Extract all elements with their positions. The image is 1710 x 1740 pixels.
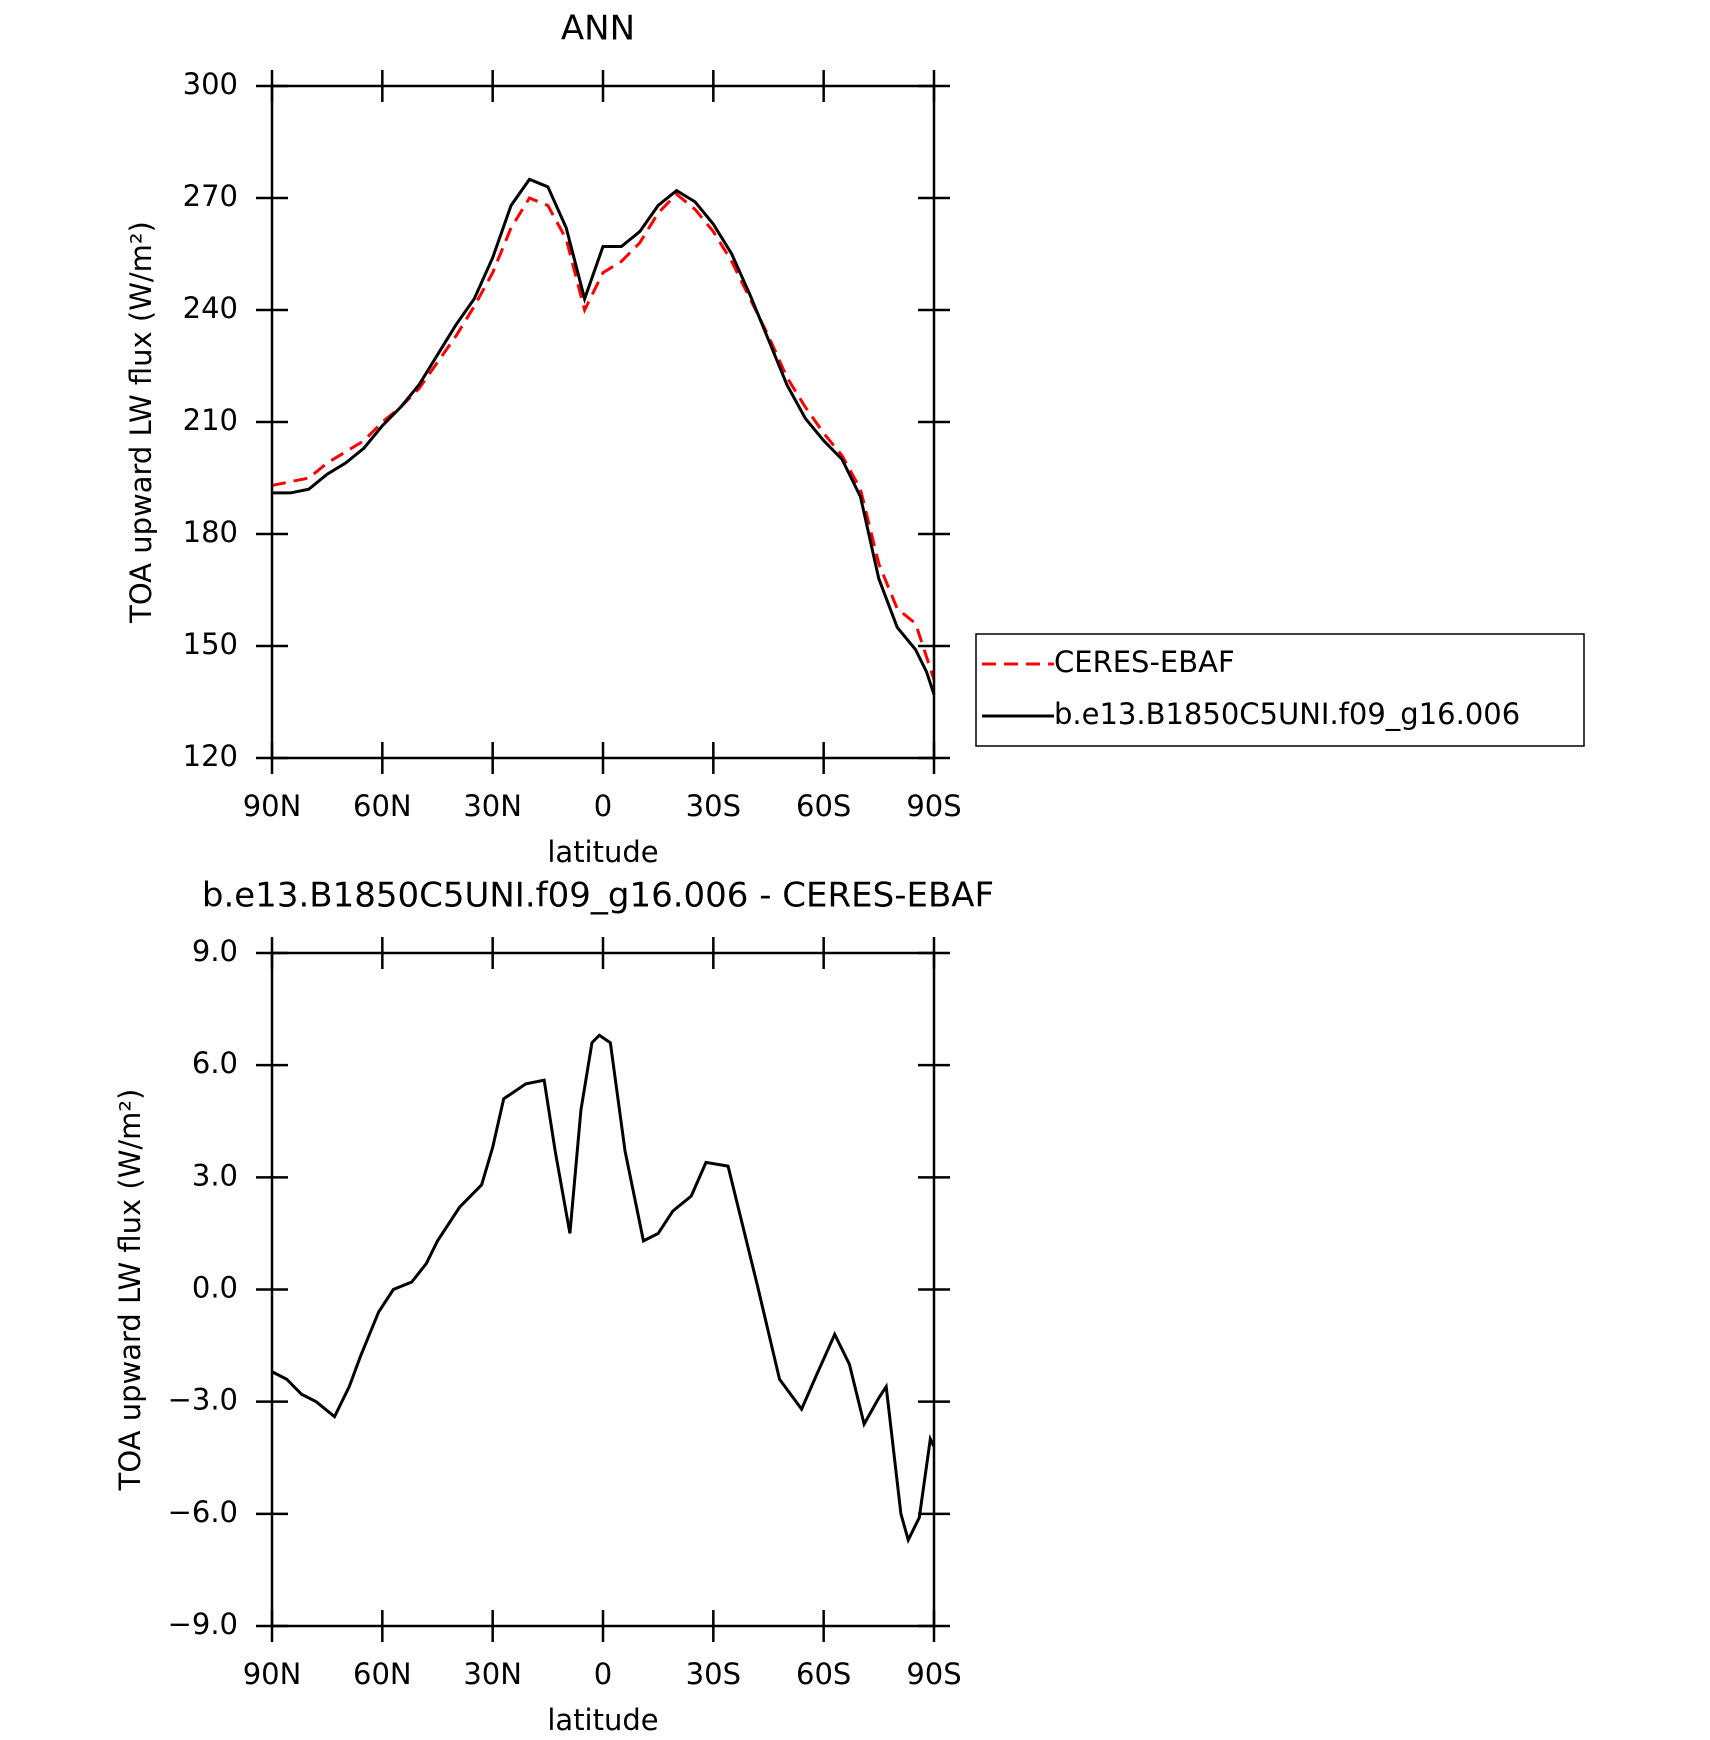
data-line [272, 177, 936, 696]
y-tick-label: 0.0 [192, 1271, 238, 1305]
x-tick-label: 90S [906, 1657, 961, 1691]
y-tick-label: 240 [183, 291, 238, 325]
x-tick-label: 90N [243, 789, 302, 823]
y-axis-label: TOA upward LW flux (W/m²) [124, 221, 158, 624]
x-tick-label: 30N [463, 789, 522, 823]
chart-title: ANN [561, 9, 635, 49]
y-tick-label: 180 [183, 515, 238, 549]
x-tick-label: 90S [906, 789, 961, 823]
x-tick-label: 60N [353, 789, 412, 823]
y-tick-label: 150 [183, 627, 238, 661]
x-tick-label: 60S [796, 1657, 851, 1691]
y-tick-label: 6.0 [192, 1046, 238, 1080]
y-tick-label: 120 [183, 739, 238, 773]
chart-title: b.e13.B1850C5UNI.f09_g16.006 - CERES-EBA… [202, 876, 994, 916]
x-tick-label: 30N [463, 1657, 522, 1691]
data-line [271, 192, 936, 681]
y-axis-label: TOA upward LW flux (W/m²) [113, 1089, 147, 1492]
y-tick-label: −9.0 [168, 1607, 238, 1641]
plot-frame [270, 951, 936, 1628]
x-axis-label: latitude [547, 1703, 658, 1737]
y-tick-label: 300 [183, 67, 238, 101]
y-tick-label: 270 [183, 179, 238, 213]
y-tick-label: −6.0 [168, 1495, 238, 1529]
x-tick-label: 60N [353, 1657, 412, 1691]
x-axis-label: latitude [547, 835, 658, 869]
y-tick-label: 9.0 [192, 934, 238, 968]
x-tick-label: 30S [686, 789, 741, 823]
legend-box [975, 633, 1585, 747]
plot-frame [270, 84, 936, 760]
y-tick-label: 210 [183, 403, 238, 437]
y-tick-label: 3.0 [192, 1158, 238, 1192]
legend-label: b.e13.B1850C5UNI.f09_g16.006 [1054, 697, 1520, 731]
x-tick-label: 60S [796, 789, 851, 823]
legend-label: CERES-EBAF [1054, 645, 1235, 679]
y-tick-label: −3.0 [168, 1383, 238, 1417]
x-tick-label: 30S [686, 1657, 741, 1691]
data-line [271, 1033, 936, 1545]
x-tick-label: 0 [594, 1657, 612, 1691]
x-tick-label: 90N [243, 1657, 302, 1691]
x-tick-label: 0 [594, 789, 612, 823]
